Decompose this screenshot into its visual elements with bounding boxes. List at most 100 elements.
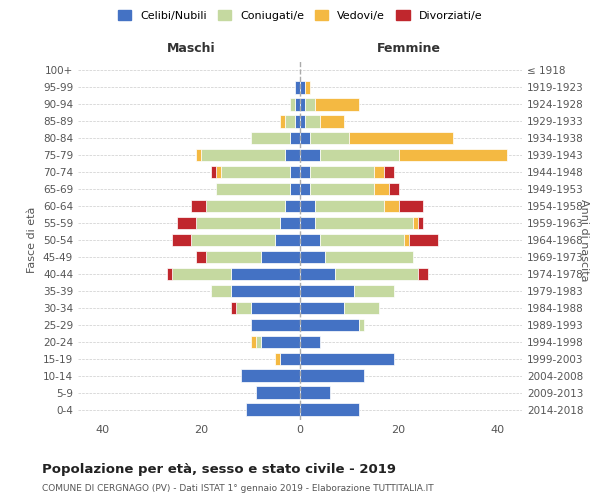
Bar — [251, 318, 300, 332]
Bar — [418, 268, 428, 280]
Bar — [295, 81, 300, 94]
Text: Maschi: Maschi — [167, 42, 216, 55]
Bar — [359, 318, 364, 332]
Bar — [310, 132, 349, 144]
Bar — [260, 336, 300, 348]
Bar — [251, 302, 300, 314]
Bar — [221, 166, 290, 178]
Text: Femmine: Femmine — [377, 42, 440, 55]
Bar — [315, 216, 413, 230]
Bar — [290, 182, 300, 196]
Bar — [325, 250, 413, 264]
Bar — [172, 234, 191, 246]
Y-axis label: Fasce di età: Fasce di età — [28, 207, 37, 273]
Bar — [211, 284, 231, 298]
Bar — [300, 200, 315, 212]
Bar — [418, 216, 424, 230]
Bar — [300, 234, 320, 246]
Bar — [256, 336, 260, 348]
Bar — [300, 81, 305, 94]
Bar — [320, 234, 404, 246]
Bar — [172, 268, 231, 280]
Bar — [285, 200, 300, 212]
Bar — [300, 148, 320, 162]
Text: Popolazione per età, sesso e stato civile - 2019: Popolazione per età, sesso e stato civil… — [42, 462, 396, 475]
Bar — [398, 148, 507, 162]
Bar — [206, 200, 285, 212]
Bar — [275, 234, 300, 246]
Bar — [167, 268, 172, 280]
Bar — [384, 200, 398, 212]
Bar — [344, 302, 379, 314]
Bar — [384, 166, 394, 178]
Bar — [300, 318, 359, 332]
Bar — [300, 302, 344, 314]
Bar — [206, 250, 260, 264]
Bar — [202, 148, 285, 162]
Bar — [196, 216, 280, 230]
Bar — [305, 115, 320, 128]
Bar — [176, 216, 196, 230]
Bar — [211, 166, 216, 178]
Bar — [300, 404, 359, 416]
Bar — [354, 284, 394, 298]
Bar — [290, 166, 300, 178]
Bar — [231, 284, 300, 298]
Bar — [196, 148, 202, 162]
Bar — [413, 216, 418, 230]
Bar — [285, 115, 295, 128]
Bar — [231, 302, 236, 314]
Bar — [285, 148, 300, 162]
Bar — [300, 268, 335, 280]
Bar — [290, 98, 295, 110]
Bar — [300, 250, 325, 264]
Bar — [241, 370, 300, 382]
Bar — [398, 200, 424, 212]
Bar — [320, 115, 344, 128]
Bar — [216, 166, 221, 178]
Bar — [290, 132, 300, 144]
Bar — [300, 386, 329, 399]
Bar — [300, 284, 354, 298]
Bar — [300, 98, 305, 110]
Bar — [300, 352, 394, 365]
Bar — [246, 404, 300, 416]
Bar — [251, 336, 256, 348]
Bar — [300, 166, 310, 178]
Y-axis label: Anni di nascita: Anni di nascita — [579, 198, 589, 281]
Bar — [315, 200, 384, 212]
Bar — [280, 352, 300, 365]
Bar — [280, 216, 300, 230]
Bar — [300, 182, 310, 196]
Bar — [191, 234, 275, 246]
Bar — [389, 182, 398, 196]
Bar — [295, 98, 300, 110]
Bar — [251, 132, 290, 144]
Bar — [236, 302, 251, 314]
Bar — [275, 352, 280, 365]
Bar — [256, 386, 300, 399]
Bar — [300, 115, 305, 128]
Legend: Celibi/Nubili, Coniugati/e, Vedovi/e, Divorziati/e: Celibi/Nubili, Coniugati/e, Vedovi/e, Di… — [113, 6, 487, 25]
Bar — [231, 268, 300, 280]
Bar — [305, 98, 315, 110]
Bar — [310, 182, 374, 196]
Bar — [320, 148, 398, 162]
Bar — [300, 132, 310, 144]
Bar — [409, 234, 438, 246]
Text: COMUNE DI CERGNAGO (PV) - Dati ISTAT 1° gennaio 2019 - Elaborazione TUTTITALIA.I: COMUNE DI CERGNAGO (PV) - Dati ISTAT 1° … — [42, 484, 434, 493]
Bar — [280, 115, 285, 128]
Bar — [374, 166, 384, 178]
Bar — [305, 81, 310, 94]
Bar — [315, 98, 359, 110]
Bar — [260, 250, 300, 264]
Bar — [404, 234, 409, 246]
Bar — [300, 370, 364, 382]
Bar — [300, 216, 315, 230]
Bar — [300, 336, 320, 348]
Bar — [349, 132, 453, 144]
Bar — [335, 268, 418, 280]
Bar — [216, 182, 290, 196]
Bar — [310, 166, 374, 178]
Bar — [374, 182, 389, 196]
